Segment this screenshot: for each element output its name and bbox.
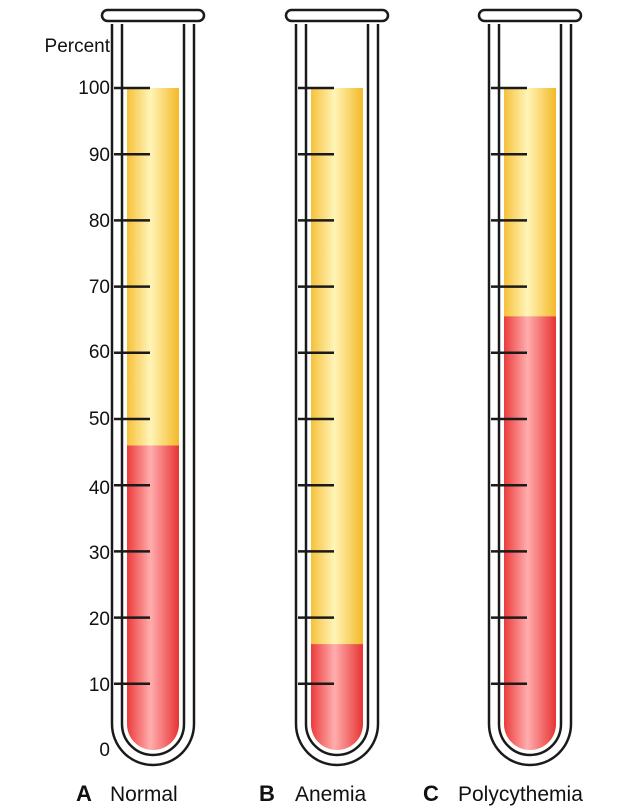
- tube-b-glass-inner: [304, 24, 370, 757]
- tube-a-name: Normal: [110, 783, 178, 806]
- tube-a-glass-inner: [120, 24, 186, 757]
- tube-b-glass-outer: [294, 24, 380, 767]
- tube-labels: A Normal B Anemia C Polycythemia: [76, 781, 583, 806]
- tick-label-100: 100: [78, 78, 110, 99]
- tube-b: [284, 8, 390, 767]
- tick-label-50: 50: [89, 409, 110, 430]
- tick-label-60: 60: [89, 342, 110, 363]
- tick-label-70: 70: [89, 277, 110, 298]
- tick-label-10: 10: [89, 675, 110, 696]
- tick-label-20: 20: [89, 609, 110, 630]
- tick-label-40: 40: [89, 478, 110, 499]
- tick-label-80: 80: [89, 211, 110, 232]
- tube-b-plasma: [311, 88, 363, 750]
- tube-c: [477, 8, 583, 767]
- axis-title: Percent: [45, 36, 111, 57]
- tick-label-0: 0: [99, 740, 110, 761]
- axis-tick-labels: 100 90 80 70 60 50 40 30 20 10 0: [78, 78, 110, 761]
- tube-c-red-cells: [504, 316, 556, 750]
- tube-b-rim: [284, 8, 390, 23]
- tube-b-letter: B: [259, 781, 275, 806]
- tube-a-rim: [100, 8, 206, 23]
- tick-label-30: 30: [89, 543, 110, 564]
- tube-c-name: Polycythemia: [458, 783, 583, 806]
- tube-c-letter: C: [423, 781, 439, 806]
- tube-a-red-cells: [127, 445, 179, 750]
- tube-c-rim: [477, 8, 583, 23]
- tube-a: [100, 8, 206, 767]
- tube-b-red-cells: [311, 644, 363, 750]
- tube-b-name: Anemia: [295, 783, 367, 806]
- tick-label-90: 90: [89, 145, 110, 166]
- tube-a-glass-outer: [110, 24, 196, 767]
- tube-c-glass-outer: [487, 24, 573, 767]
- tube-a-letter: A: [76, 781, 92, 806]
- tube-c-glass-inner: [497, 24, 563, 757]
- test-tubes: [100, 8, 583, 767]
